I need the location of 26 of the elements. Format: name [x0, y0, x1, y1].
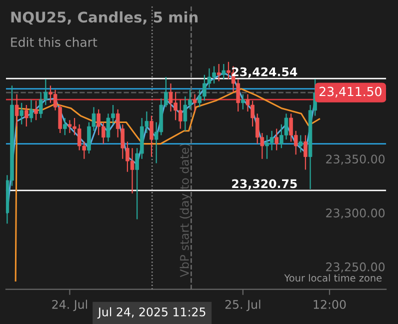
y-tick-label: 23,300.00 — [326, 208, 385, 219]
x-tick-label: 24. Jul — [52, 300, 87, 312]
candlestick — [150, 115, 154, 158]
x-tick-label: 12:00 — [314, 300, 346, 309]
candlestick — [192, 94, 197, 112]
candlestick — [222, 63, 226, 80]
candlestick — [304, 134, 308, 170]
candlestick — [216, 63, 221, 82]
y-tick-label: 23,250.00 — [326, 262, 385, 273]
candlestick — [63, 117, 67, 136]
annotation: Edit this chart — [11, 37, 98, 47]
candlestick — [241, 94, 245, 110]
ref-line-label: 23,411.50 — [320, 86, 382, 98]
ref-line-label: 23,320.75 — [232, 179, 297, 190]
candlestick — [14, 94, 19, 128]
candlestick — [24, 104, 28, 128]
ref-line-label: Jul 24, 2025 11:25 — [97, 307, 206, 319]
candlestick — [20, 102, 24, 125]
candlestick — [34, 100, 38, 121]
annotation: Your local time zone — [284, 274, 382, 282]
candlestick — [298, 134, 303, 153]
candlestick — [274, 128, 278, 151]
chart-title: NQU25, Candles, 5 min — [11, 11, 198, 25]
candlestick — [29, 99, 34, 123]
x-tick-label: 25. Jul — [225, 300, 260, 312]
y-tick-label: 23,350.00 — [326, 154, 385, 165]
